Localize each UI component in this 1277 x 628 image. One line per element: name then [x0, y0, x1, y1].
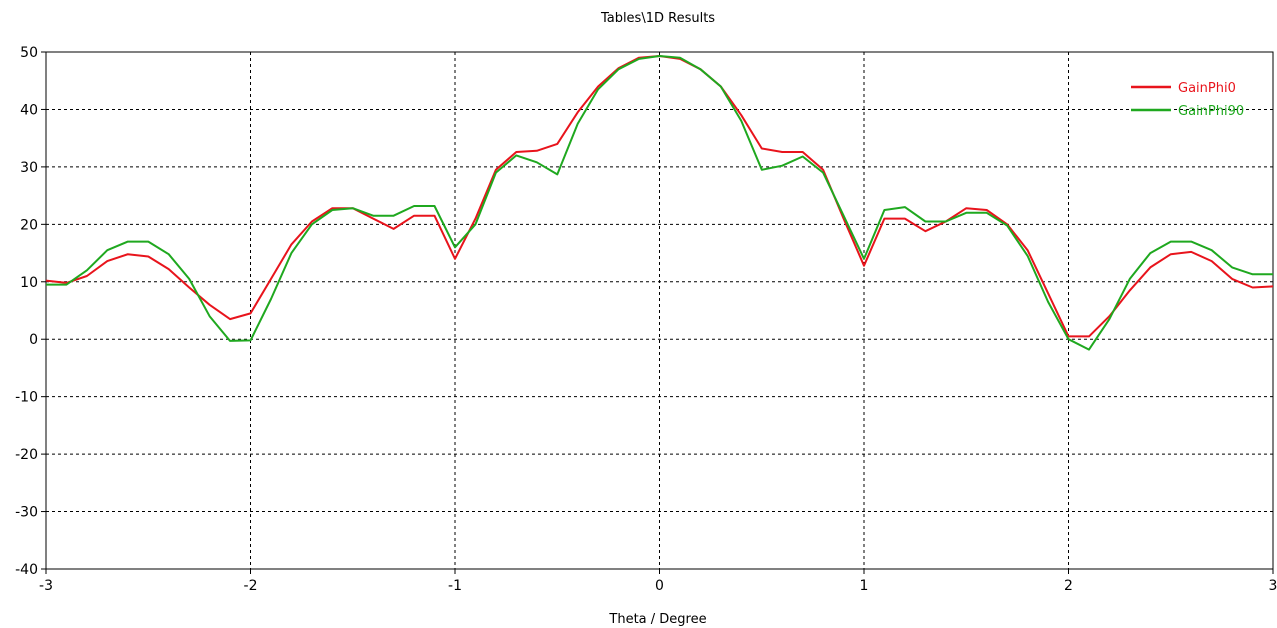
x-tick-label: 2 — [1064, 578, 1073, 594]
y-tick-label: 0 — [29, 332, 38, 348]
legend-label: GainPhi0 — [1178, 81, 1236, 96]
y-tick-label: 50 — [20, 45, 38, 61]
y-tick-label: 10 — [20, 275, 38, 291]
y-tick-label: 30 — [20, 160, 38, 176]
series-group — [45, 55, 1274, 351]
y-tick-label: -30 — [15, 505, 38, 521]
x-axis-ticks: -3 -2 -1 0 1 2 3 — [39, 569, 1277, 594]
grid — [46, 52, 1273, 569]
legend-item-gainphi90[interactable]: GainPhi90 — [1131, 104, 1244, 119]
y-tick-label: 40 — [20, 102, 38, 118]
y-axis-ticks: -40 -30 -20 -10 0 10 20 30 40 50 — [15, 45, 46, 578]
x-tick-label: -1 — [448, 578, 462, 594]
y-tick-label: 20 — [20, 217, 38, 233]
x-tick-label: -3 — [39, 578, 53, 594]
chart-title: Tables\1D Results — [600, 11, 715, 26]
x-tick-label: 3 — [1269, 578, 1277, 594]
legend-item-gainphi0[interactable]: GainPhi0 — [1131, 81, 1236, 96]
legend[interactable]: GainPhi0 GainPhi90 — [1131, 81, 1244, 119]
y-tick-label: -40 — [15, 562, 38, 578]
series-line-gainphi90 — [46, 55, 1273, 351]
y-tick-label: -10 — [15, 390, 38, 406]
x-tick-label: 0 — [655, 578, 664, 594]
x-axis-label: Theta / Degree — [608, 612, 706, 627]
x-tick-label: 1 — [860, 578, 869, 594]
y-tick-label: -20 — [15, 447, 38, 463]
legend-label: GainPhi90 — [1178, 104, 1244, 119]
x-tick-label: -2 — [244, 578, 258, 594]
